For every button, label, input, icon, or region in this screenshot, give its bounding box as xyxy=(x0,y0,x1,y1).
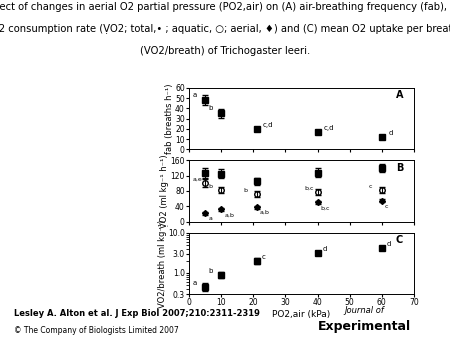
Text: B: B xyxy=(396,163,403,173)
Text: c: c xyxy=(261,254,265,260)
Text: Journal of: Journal of xyxy=(345,306,384,315)
Y-axis label: VO2/breath (ml kg⁻¹): VO2/breath (ml kg⁻¹) xyxy=(158,219,166,308)
Text: c,d: c,d xyxy=(263,122,274,128)
Text: (VO2/breath) of Trichogaster leeri.: (VO2/breath) of Trichogaster leeri. xyxy=(140,46,310,56)
Text: a: a xyxy=(192,92,197,98)
Text: C: C xyxy=(396,235,403,245)
Text: c: c xyxy=(385,203,388,209)
Text: a,b: a,b xyxy=(260,210,270,215)
Text: a: a xyxy=(208,216,212,221)
Text: a,b: a,b xyxy=(225,213,234,217)
Text: Lesley A. Alton et al. J Exp Biol 2007;210:2311-2319: Lesley A. Alton et al. J Exp Biol 2007;2… xyxy=(14,309,259,318)
Text: b,c: b,c xyxy=(321,206,330,211)
Text: b: b xyxy=(208,184,212,189)
Text: A: A xyxy=(396,90,404,100)
Text: d: d xyxy=(388,130,393,136)
Text: © The Company of Biologists Limited 2007: © The Company of Biologists Limited 2007 xyxy=(14,325,178,335)
Text: d: d xyxy=(322,246,327,252)
Text: b: b xyxy=(243,188,248,193)
Text: a,e: a,e xyxy=(192,177,202,182)
Text: Experimental: Experimental xyxy=(318,320,411,333)
Y-axis label: fab (breaths h⁻¹): fab (breaths h⁻¹) xyxy=(165,83,174,154)
Text: b,c: b,c xyxy=(305,186,314,191)
Y-axis label: ṾO2 (ml kg⁻¹ h⁻¹): ṾO2 (ml kg⁻¹ h⁻¹) xyxy=(160,154,169,228)
Text: Effect of changes in aerial O2 partial pressure (PO2,air) on (A) air-breathing f: Effect of changes in aerial O2 partial p… xyxy=(0,2,450,12)
Text: d: d xyxy=(387,241,391,247)
Text: b: b xyxy=(208,105,213,112)
X-axis label: PO2,air (kPa): PO2,air (kPa) xyxy=(272,310,331,319)
Text: O2 consumption rate (ṾO2; total,• ; aquatic, ○; aerial, ♦) and (C) mean O2 uptak: O2 consumption rate (ṾO2; total,• ; aqua… xyxy=(0,24,450,34)
Text: c: c xyxy=(369,184,373,189)
Text: b: b xyxy=(208,268,213,274)
Text: c,d: c,d xyxy=(324,125,334,131)
Text: a: a xyxy=(192,280,197,286)
